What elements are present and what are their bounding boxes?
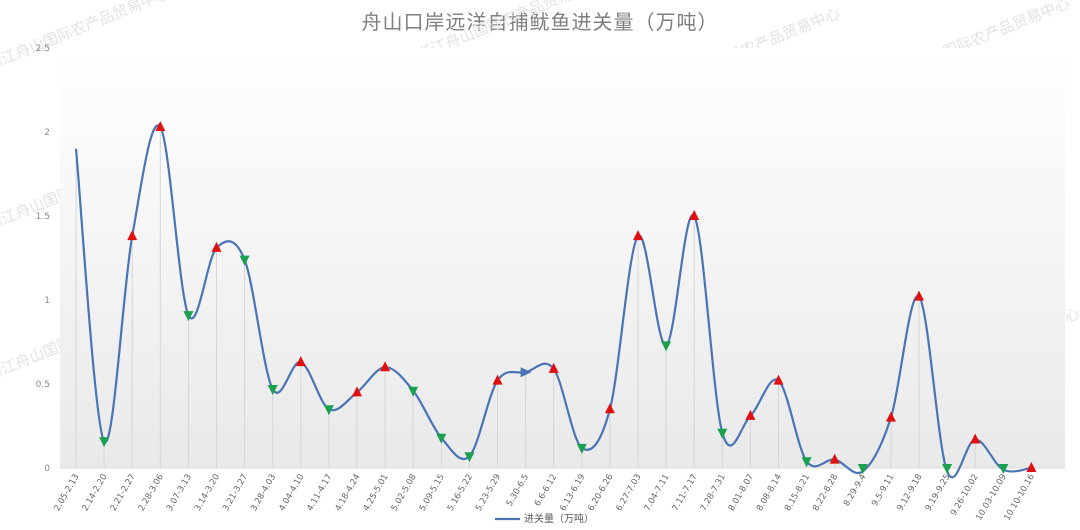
legend-label: 进关量（万吨） [524,512,594,525]
marker-up-point [1026,462,1037,472]
x-tick-label: 9.26-10.02 [949,472,981,517]
x-tick-label: 8.22-8.28 [811,473,840,513]
x-tick-label: 5.23-5.29 [474,473,503,513]
marker-down-point [661,341,672,352]
x-tick-label: 6.13-6.19 [558,473,587,513]
x-tick-label: 7.11-7.17 [671,473,700,513]
x-tick-label: 6.20-6.26 [586,473,615,513]
x-tick-label: 8.29-9.4 [842,473,868,509]
x-tick-label: 3.14-3.20 [193,473,222,513]
marker-up-point [773,374,784,385]
x-tick-label: 5.30-6.5 [505,473,531,509]
marker-up-point [548,362,559,373]
x-tick-label: 4.11-4.17 [305,473,334,513]
x-tick-label: 3.28-4.03 [249,473,278,513]
marker-up-point [745,409,756,420]
x-tick-label: 4.18-4.24 [333,473,362,513]
x-tick-label: 7.28-7.31 [699,473,728,513]
x-tick-label: 6.27-7.03 [614,473,643,513]
chart-title: 舟山口岸远洋自捕鱿鱼进关量（万吨） [361,10,719,34]
x-tick-label: 8.01-8.07 [727,473,756,513]
plot-background [60,48,1065,468]
marker-up-point [885,411,896,422]
marker-up-point [914,290,924,301]
x-tick-label: 9.5-9.11 [870,473,896,509]
x-tick-label: 3.21-3.27 [221,473,250,513]
marker-down-point [436,433,447,444]
y-tick-label: 2.5 [36,44,50,54]
marker-up-point [352,386,362,397]
x-tick-label: 2.14-2.20 [81,473,110,513]
marker-down-point [408,386,419,397]
x-tick-label: 10.10-10.16 [1002,473,1037,523]
x-tick-label: 4.04-4.10 [277,473,306,513]
y-tick-label: 0 [44,464,50,474]
marker-down-point [998,464,1009,474]
marker-up-point [295,356,306,367]
y-tick-label: 2 [44,128,50,138]
marker-up-point [380,361,391,372]
marker-flat-point [520,367,532,378]
marker-down-point [464,452,475,463]
series-line [74,124,1032,479]
marker-down-point [99,437,110,448]
marker-down-point [239,255,250,266]
x-tick-label: 9.19-9.25 [924,473,953,513]
x-tick-label: 5.09-5.15 [418,473,447,513]
x-tick-label: 2.28-3.06 [137,473,166,513]
marker-down-point [183,311,194,322]
marker-down-point [267,385,278,396]
x-tick-label: 2.21-2.27 [109,473,138,513]
plot-area: 0 0.5 1 1.5 2 2.5 2.05-2.132.14-2.202.21-2.272… [36,44,1065,522]
x-tick-label: 2.05-2.13 [52,473,81,513]
marker-up-point [633,230,643,241]
y-tick-label: 1.5 [36,212,50,222]
x-tick-label: 7.04-7.11 [643,473,672,513]
marker-up-point [211,241,222,252]
marker-down-point [323,405,334,416]
marker-up-point [829,453,840,464]
marker-up-point [492,374,503,385]
x-tick-label: 5.02-5.08 [390,473,419,513]
x-tick-label: 4.25-5.01 [362,473,391,513]
y-tick-label: 1 [44,296,50,306]
marker-down-point [801,457,812,468]
marker-up-point [970,433,981,444]
x-tick-label: 8.15-8.21 [783,473,812,513]
x-tick-label: 3.07-3.13 [165,473,194,513]
x-tick-label: 5.16-5.22 [446,473,475,513]
legend: 进关量（万吨） [495,512,594,525]
marker-down-point [857,464,868,474]
x-tick-label: 9.12-9.18 [895,473,924,513]
y-tick-label: 0.5 [36,380,50,390]
x-tick-label: 8.08-8.14 [755,473,784,513]
marker-down-point [942,464,953,474]
marker-up-point [127,230,138,241]
marker-down-point [717,428,728,439]
marker-up-point [689,210,700,220]
marker-up-point [155,120,166,131]
x-tick-label: 6.6-6.12 [533,473,559,509]
marker-up-point [604,403,615,414]
marker-down-point [576,443,587,454]
